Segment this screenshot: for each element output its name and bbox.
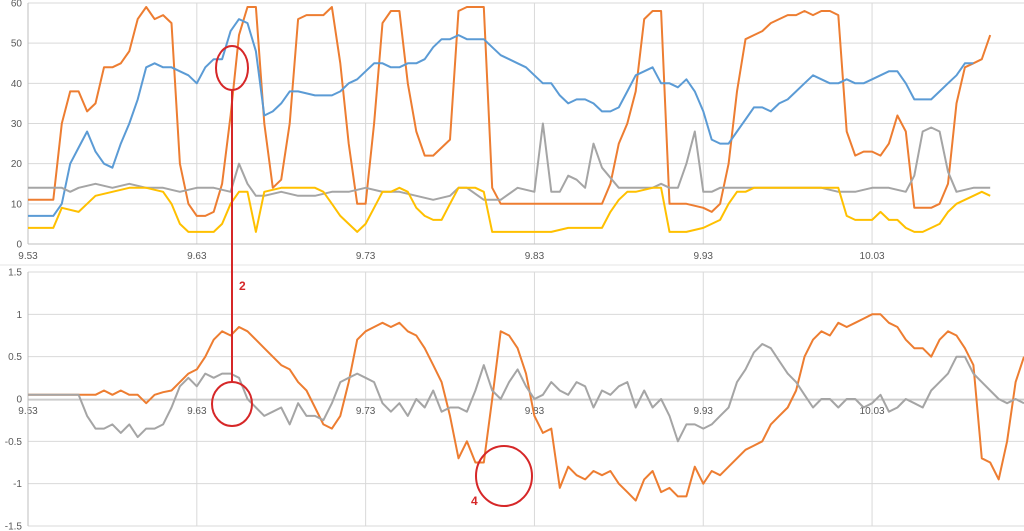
y-tick-label: 0 — [16, 395, 22, 406]
y-tick-label: 0.5 — [8, 352, 22, 363]
y-tick-label: 1.5 — [8, 268, 22, 279]
annotation-circle-middle — [211, 381, 253, 427]
y-tick-label: -0.5 — [5, 437, 23, 448]
series-line-2-2 — [28, 343, 1024, 443]
series-line-1-4 — [28, 186, 991, 233]
y-tick-label: 20 — [11, 159, 23, 170]
series-line-1-1 — [28, 6, 992, 217]
y-tick-label: 10 — [11, 199, 23, 210]
x-tick-label: 10.03 — [860, 406, 885, 417]
x-tick-label: 9.63 — [187, 406, 207, 417]
series-line-1-3 — [28, 122, 991, 201]
x-tick-label: 10.03 — [860, 251, 885, 262]
y-tick-label: 1 — [16, 310, 22, 321]
annotation-circle-bottom — [475, 445, 533, 507]
y-tick-label: 60 — [11, 0, 23, 10]
annotation-label-2: 2 — [239, 279, 246, 293]
y-tick-label: 0 — [16, 240, 22, 251]
x-tick-label: 9.83 — [525, 406, 545, 417]
x-tick-label: 9.53 — [18, 251, 38, 262]
y-tick-label: 50 — [11, 39, 23, 50]
x-tick-label: 9.93 — [694, 406, 714, 417]
y-tick-label: 40 — [11, 79, 23, 90]
x-tick-label: 9.73 — [356, 406, 376, 417]
x-tick-label: 9.73 — [356, 251, 376, 262]
series-line-1-2 — [28, 18, 974, 217]
annotation-label-4: 4 — [471, 494, 478, 508]
y-tick-label: 30 — [11, 119, 23, 130]
x-tick-label: 9.83 — [525, 251, 545, 262]
series-line-2-1 — [28, 313, 1024, 502]
y-tick-label: -1.5 — [5, 522, 23, 531]
x-tick-label: 9.63 — [187, 251, 207, 262]
y-tick-label: -1 — [13, 479, 22, 490]
x-tick-label: 9.93 — [694, 251, 714, 262]
